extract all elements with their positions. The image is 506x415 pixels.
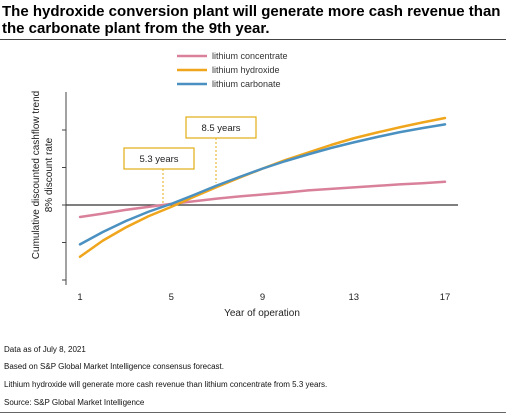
x-tick-label: 5 [169,292,174,303]
series-line-lithium-concentrate [78,180,447,219]
legend-label-lithium-concentrate: lithium concentrate [212,51,288,61]
legend-label-lithium-hydroxide: lithium hydroxide [212,65,280,75]
y-axis-label-secondary: 8% discount rate [44,137,55,212]
annotation-8-5-box [185,116,257,139]
series-line-lithium-hydroxide [78,116,447,258]
note-basis: Based on S&P Global Market Intelligence … [4,362,224,371]
note-remark: Lithium hydroxide will generate more cas… [4,380,328,389]
x-tick-label: 13 [348,292,359,303]
note-date: Data as of July 8, 2021 [4,345,86,354]
y-axis-label: Cumulative discounted cashflow trend [31,91,42,259]
legend-label-lithium-carbonate: lithium carbonate [212,79,281,89]
chart-title: The hydroxide conversion plant will gene… [2,3,501,37]
annotation-8-5-label: 8.5 years [201,123,240,134]
line-chart: 8.5 years 5.3 years lithium concentrate … [31,51,458,319]
x-axis-label: Year of operation [224,308,300,319]
annotation-5-3-label: 5.3 years [139,154,178,165]
annotation-5-3-box [123,147,195,170]
x-tick-label: 9 [260,292,265,303]
series-lines [78,116,447,258]
x-tick-label: 1 [77,292,82,303]
bottom-divider [0,412,506,413]
x-tick-label: 17 [440,292,451,303]
source-note: Source: S&P Global Market Intelligence [4,398,145,407]
title-divider [0,39,506,40]
series-line-lithium-carbonate [78,123,447,246]
x-axis-ticks: 1 5 9 13 17 [77,292,450,303]
y-axis-ticks [62,129,66,281]
